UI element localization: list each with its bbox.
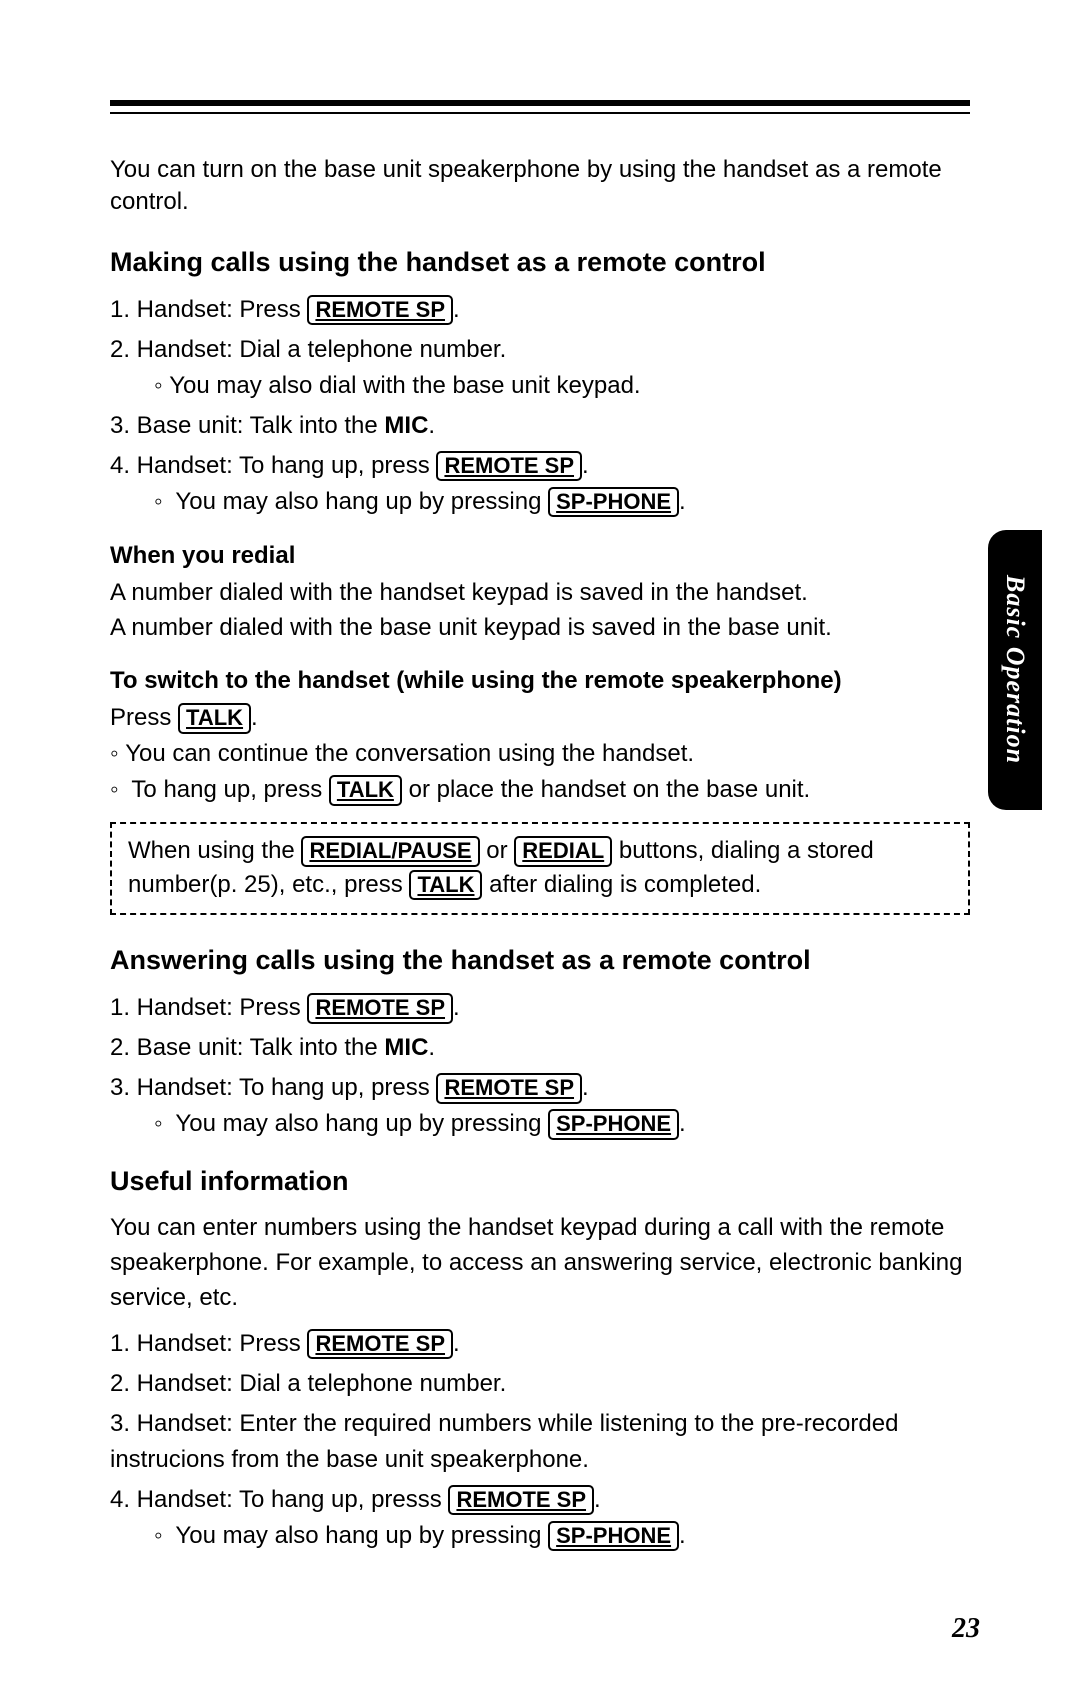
text: . <box>582 452 589 479</box>
step-3: 3. Handset: To hang up, press REMOTE SP.… <box>110 1070 970 1142</box>
text: 3. Handset: To hang up, press <box>110 1074 436 1101</box>
key-redial-pause: REDIAL/PAUSE <box>301 836 479 866</box>
heading-useful-info: Useful information <box>110 1166 970 1197</box>
bullet-2: To hang up, press TALK or place the hand… <box>110 772 970 808</box>
step-4: 4. Handset: To hang up, presss REMOTE SP… <box>110 1482 970 1554</box>
text: . <box>453 994 460 1021</box>
redial-line-2: A number dialed with the base unit keypa… <box>110 611 970 646</box>
key-remote-sp: REMOTE SP <box>307 1329 453 1359</box>
rule-thick <box>110 100 970 106</box>
step-1: 1. Handset: Press REMOTE SP. <box>110 1326 970 1362</box>
text: or <box>480 837 515 864</box>
key-redial: REDIAL <box>514 836 612 866</box>
step-2: 2. Handset: Dial a telephone number. <box>110 1366 970 1402</box>
key-sp-phone: SP-PHONE <box>548 1521 679 1551</box>
step-2: 2. Handset: Dial a telephone number. You… <box>110 332 970 404</box>
text: after dialing is completed. <box>482 871 761 898</box>
key-talk: TALK <box>409 870 482 900</box>
key-remote-sp: REMOTE SP <box>307 993 453 1023</box>
text: . <box>679 1522 686 1549</box>
answering-steps: 1. Handset: Press REMOTE SP. 2. Base uni… <box>110 990 970 1142</box>
text: . <box>453 1330 460 1357</box>
key-sp-phone: SP-PHONE <box>548 1109 679 1139</box>
text: . <box>428 1034 435 1061</box>
text: 4. Handset: To hang up, press <box>110 452 436 479</box>
step-3: 3. Handset: Enter the required numbers w… <box>110 1406 970 1478</box>
text: To hang up, press <box>131 776 328 803</box>
heading-answering-calls: Answering calls using the handset as a r… <box>110 945 970 976</box>
section-tab-label: Basic Operation <box>1000 575 1030 764</box>
text: You may also hang up by pressing <box>175 1110 548 1137</box>
text: Press <box>110 704 178 731</box>
note-box: When using the REDIAL/PAUSE or REDIAL bu… <box>110 822 970 915</box>
manual-page: You can turn on the base unit speakerpho… <box>0 0 1080 1695</box>
intro-text: You can turn on the base unit speakerpho… <box>110 154 970 219</box>
useful-steps: 1. Handset: Press REMOTE SP. 2. Handset:… <box>110 1326 970 1554</box>
key-remote-sp: REMOTE SP <box>448 1485 594 1515</box>
step-4: 4. Handset: To hang up, press REMOTE SP.… <box>110 448 970 520</box>
text: . <box>251 704 258 731</box>
key-talk: TALK <box>178 703 251 733</box>
making-steps: 1. Handset: Press REMOTE SP. 2. Handset:… <box>110 292 970 520</box>
text: 2. Base unit: Talk into the <box>110 1034 384 1061</box>
text: 2. Handset: Dial a telephone number. <box>110 332 970 368</box>
text: You may also hang up by pressing <box>175 1522 548 1549</box>
text: 4. Handset: To hang up, presss <box>110 1486 448 1513</box>
key-remote-sp: REMOTE SP <box>436 1073 582 1103</box>
step-3: 3. Base unit: Talk into the MIC. <box>110 408 970 444</box>
text: 1. Handset: Press <box>110 296 307 323</box>
key-sp-phone: SP-PHONE <box>548 487 679 517</box>
step-1: 1. Handset: Press REMOTE SP. <box>110 990 970 1026</box>
key-remote-sp: REMOTE SP <box>436 451 582 481</box>
key-remote-sp: REMOTE SP <box>307 295 453 325</box>
text: . <box>453 296 460 323</box>
text: . <box>594 1486 601 1513</box>
text: 1. Handset: Press <box>110 1330 307 1357</box>
text: When using the <box>128 837 301 864</box>
text: 3. Base unit: Talk into the <box>110 412 384 439</box>
text: 1. Handset: Press <box>110 994 307 1021</box>
press-line: Press TALK. <box>110 701 970 736</box>
switch-bullets: You can continue the conversation using … <box>110 736 970 808</box>
text: or place the handset on the base unit. <box>402 776 810 803</box>
useful-para: You can enter numbers using the handset … <box>110 1211 970 1315</box>
key-talk: TALK <box>329 775 402 805</box>
subhead-redial: When you redial <box>110 542 970 570</box>
section-tab: Basic Operation <box>988 530 1042 810</box>
text: 3. Handset: Enter the required numbers w… <box>110 1406 970 1478</box>
text: . <box>582 1074 589 1101</box>
text: 2. Handset: Dial a telephone number. <box>110 1366 970 1402</box>
heading-making-calls: Making calls using the handset as a remo… <box>110 247 970 278</box>
page-number: 23 <box>952 1613 980 1645</box>
step-1: 1. Handset: Press REMOTE SP. <box>110 292 970 328</box>
mic-label: MIC <box>384 1034 428 1061</box>
rule-thin <box>110 112 970 114</box>
mic-label: MIC <box>384 412 428 439</box>
text: . <box>679 1110 686 1137</box>
redial-line-1: A number dialed with the handset keypad … <box>110 576 970 611</box>
step-2: 2. Base unit: Talk into the MIC. <box>110 1030 970 1066</box>
sub-bullet: You may also dial with the base unit key… <box>110 368 970 404</box>
bullet-1: You can continue the conversation using … <box>110 736 970 772</box>
subhead-switch: To switch to the handset (while using th… <box>110 667 970 695</box>
text: . <box>428 412 435 439</box>
text: You may also hang up by pressing <box>175 488 548 515</box>
text: . <box>679 488 686 515</box>
